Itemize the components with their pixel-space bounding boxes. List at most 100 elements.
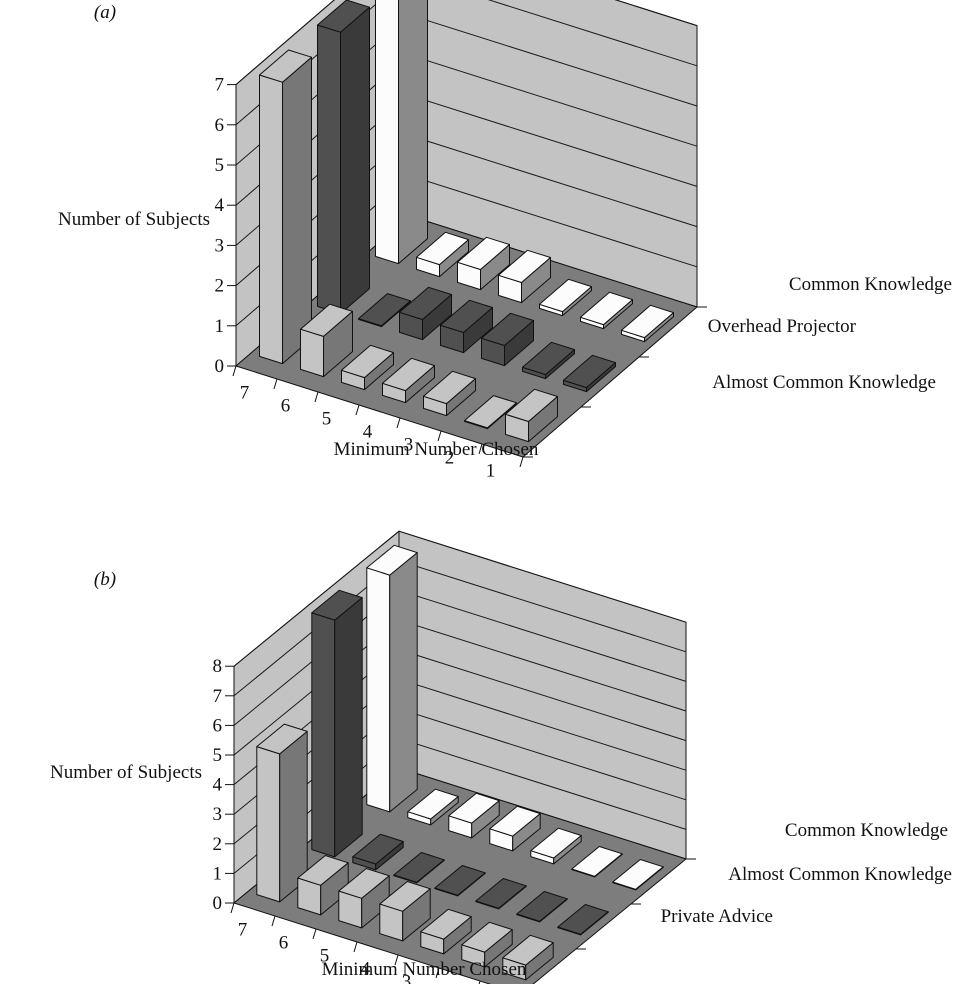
bar [416,231,469,278]
bar [571,846,623,878]
y-tick-label: 8 [213,656,223,677]
x-tick-label: 2 [445,448,455,469]
y-tick-label: 5 [215,155,225,176]
x-tick [271,915,276,927]
bar [522,341,575,380]
x-tick [435,967,440,979]
bar-top [399,286,452,320]
bar [300,303,353,378]
bar [440,299,493,354]
y-tick-label: 4 [215,195,225,216]
x-tick [230,902,235,914]
series-label: Almost Common Knowledge [712,372,936,393]
bar-top [530,827,582,859]
bar [366,544,418,813]
bar [457,236,510,291]
series-label: Private Advice [661,906,773,927]
bar-side [389,552,418,813]
bar-front [300,328,324,378]
bar [256,723,308,903]
x-tick-label: 5 [322,409,332,430]
x-axis-title: Minimum Number Chosen [322,959,527,980]
x-tick-label: 6 [279,933,289,954]
x-axis-title: Minimum Number Chosen [334,439,539,460]
bar [393,852,445,884]
x-tick [478,443,483,455]
bar-top [612,859,664,890]
bar-top [461,921,513,953]
x-tick-label: 3 [402,972,412,984]
bar-top [563,354,616,389]
x-tick [437,430,442,442]
y-tick-label: 2 [213,834,223,855]
y-tick-label: 7 [213,686,223,707]
bar-top [338,868,390,899]
x-tick [519,456,524,468]
bar-top [464,395,517,429]
series-label: Common Knowledge [789,274,952,295]
bar [464,395,517,430]
bar [420,908,472,955]
x-tick [478,980,481,984]
y-tick-label: 0 [215,356,225,377]
series-label: Almost Common Knowledge [728,864,952,885]
bar [338,868,390,929]
bar [375,0,428,265]
bar [311,589,363,858]
x-tick [312,928,317,940]
x-tick-label: 7 [238,920,248,941]
bar-top [448,792,500,824]
bar [341,344,394,391]
y-axis-title: Number of Subjects [50,762,202,783]
y-tick-label: 3 [213,804,223,825]
bar-top [317,0,370,33]
bar-top [557,904,609,935]
bar-front [375,0,399,265]
bar-top [300,303,353,337]
y-tick-label: 1 [213,863,223,884]
y-tick-label: 6 [215,115,225,136]
bar-top [379,881,431,912]
y-tick-label: 5 [213,745,223,766]
y-tick-label: 7 [215,75,225,96]
bar-front [259,74,283,365]
bar-top [393,852,445,883]
bar-top [416,231,469,266]
series-label: Common Knowledge [785,820,948,841]
bar [434,865,486,897]
bar-top [516,891,568,922]
bar-top [498,249,551,283]
chart-a: 0 1 2 3 4 5 6 7 7 6 5 4 3 2 1 Almost Common Knowledge Ov… [58,0,952,482]
bar-top [481,312,534,346]
bar [358,293,411,328]
bar-top [311,589,363,621]
bar-top [505,388,558,422]
bar-top [434,865,486,896]
bar-top [440,299,493,333]
bar [498,249,551,304]
x-tick-label: 5 [320,946,330,967]
bar-top [489,805,541,837]
bar [382,357,435,404]
bar [612,859,664,891]
y-tick-label: 1 [215,316,225,337]
bar-side [334,597,363,858]
bar [530,827,582,865]
bar-top [366,544,418,576]
x-tick [394,954,399,966]
x-tick-label: 3 [404,435,414,456]
bar-top [297,855,349,886]
bar-top [407,788,459,820]
bar [297,855,349,916]
bar [423,370,476,417]
panel-label: (b) [94,569,116,590]
y-tick-label: 2 [215,276,225,297]
x-tick-label: 4 [361,959,371,980]
bar-top [571,846,623,877]
bar-top [502,934,554,966]
bar-top [382,357,435,392]
bar [580,291,633,330]
bar-top [522,341,575,376]
x-tick [314,391,319,403]
